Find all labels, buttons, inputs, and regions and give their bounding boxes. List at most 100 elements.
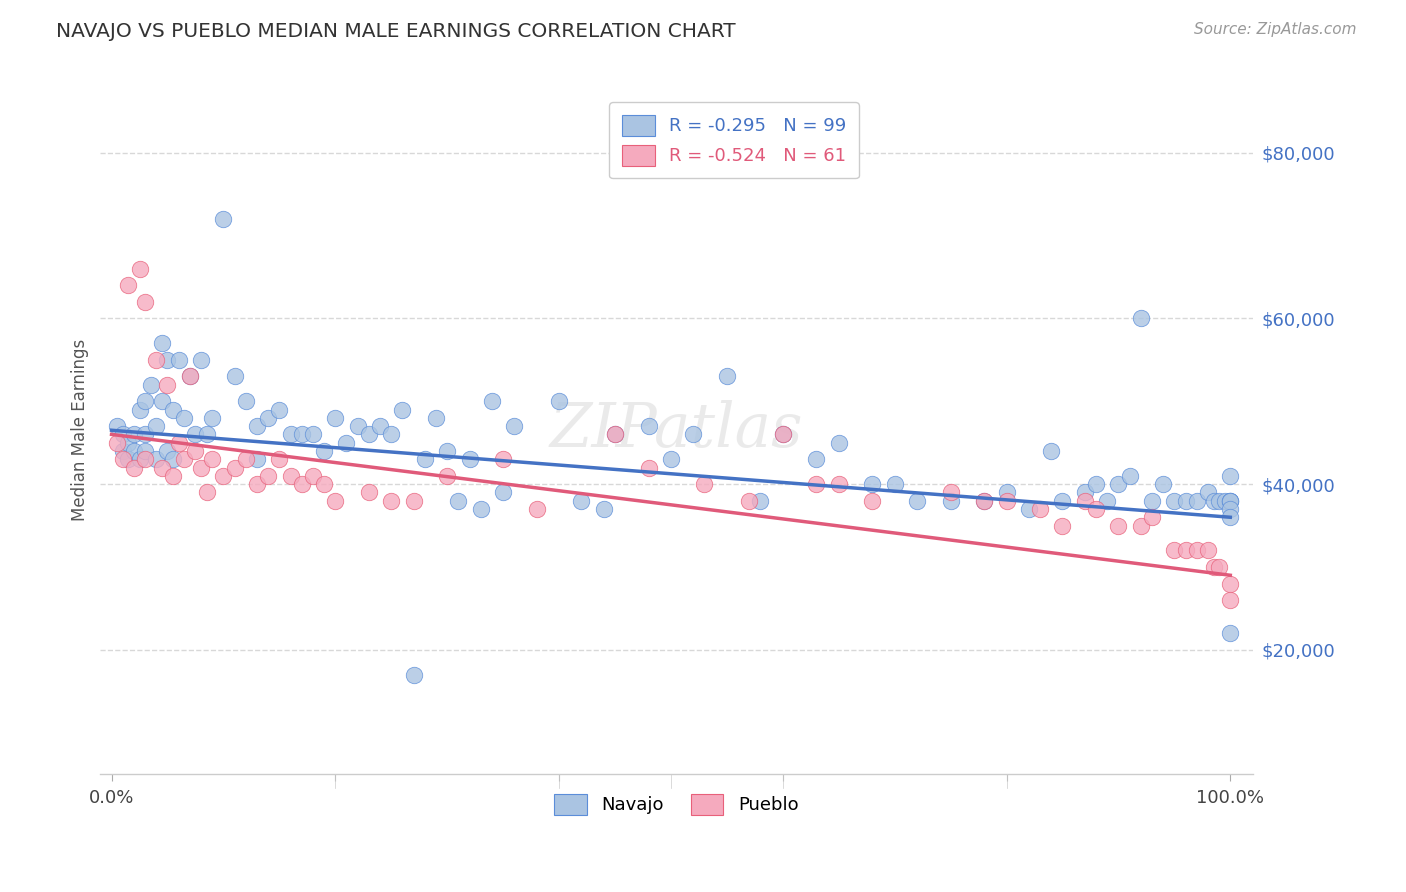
Point <box>380 493 402 508</box>
Point <box>111 444 134 458</box>
Point <box>716 369 738 384</box>
Point <box>195 427 218 442</box>
Point <box>806 477 828 491</box>
Point <box>995 485 1018 500</box>
Point <box>122 460 145 475</box>
Point <box>1018 502 1040 516</box>
Point <box>224 460 246 475</box>
Point <box>105 435 128 450</box>
Point <box>772 427 794 442</box>
Point <box>380 427 402 442</box>
Point <box>257 468 280 483</box>
Point <box>603 427 626 442</box>
Point <box>1140 493 1163 508</box>
Point <box>1085 477 1108 491</box>
Point <box>184 427 207 442</box>
Point <box>145 419 167 434</box>
Point <box>156 377 179 392</box>
Point <box>291 477 314 491</box>
Point <box>212 211 235 226</box>
Point <box>134 294 156 309</box>
Point <box>145 452 167 467</box>
Point <box>1202 493 1225 508</box>
Point <box>134 427 156 442</box>
Point <box>1219 593 1241 607</box>
Point <box>235 452 257 467</box>
Point <box>235 394 257 409</box>
Legend: Navajo, Pueblo: Navajo, Pueblo <box>546 785 807 823</box>
Point <box>860 477 883 491</box>
Point <box>571 493 593 508</box>
Point <box>1185 543 1208 558</box>
Point <box>122 444 145 458</box>
Point <box>1219 493 1241 508</box>
Point <box>201 410 224 425</box>
Point <box>828 435 851 450</box>
Point <box>1085 502 1108 516</box>
Point <box>162 452 184 467</box>
Point <box>659 452 682 467</box>
Point <box>1107 518 1129 533</box>
Point <box>162 468 184 483</box>
Point <box>481 394 503 409</box>
Point <box>323 410 346 425</box>
Point <box>939 493 962 508</box>
Point <box>973 493 995 508</box>
Point <box>603 427 626 442</box>
Point <box>269 402 291 417</box>
Point <box>179 369 201 384</box>
Point <box>749 493 772 508</box>
Point <box>1219 468 1241 483</box>
Point <box>128 261 150 276</box>
Point <box>413 452 436 467</box>
Point <box>314 444 336 458</box>
Point <box>162 402 184 417</box>
Point <box>139 377 162 392</box>
Point <box>117 452 139 467</box>
Point <box>682 427 704 442</box>
Point <box>637 419 659 434</box>
Point <box>436 444 458 458</box>
Point <box>190 460 212 475</box>
Point <box>111 452 134 467</box>
Point <box>335 435 357 450</box>
Point <box>1185 493 1208 508</box>
Point <box>246 477 269 491</box>
Point <box>156 352 179 367</box>
Text: NAVAJO VS PUEBLO MEDIAN MALE EARNINGS CORRELATION CHART: NAVAJO VS PUEBLO MEDIAN MALE EARNINGS CO… <box>56 22 735 41</box>
Point <box>195 485 218 500</box>
Point <box>173 410 195 425</box>
Point <box>212 468 235 483</box>
Point <box>436 468 458 483</box>
Point <box>693 477 716 491</box>
Point <box>772 427 794 442</box>
Point <box>1197 485 1219 500</box>
Point <box>190 352 212 367</box>
Point <box>1029 502 1052 516</box>
Point <box>150 460 173 475</box>
Point <box>1219 493 1241 508</box>
Point <box>357 485 380 500</box>
Point <box>111 427 134 442</box>
Point <box>402 667 425 681</box>
Point <box>145 352 167 367</box>
Point <box>134 452 156 467</box>
Point <box>492 452 515 467</box>
Point <box>828 477 851 491</box>
Point <box>269 452 291 467</box>
Point <box>548 394 571 409</box>
Point <box>128 402 150 417</box>
Point <box>156 444 179 458</box>
Point <box>1219 626 1241 640</box>
Point <box>128 452 150 467</box>
Point <box>1129 311 1152 326</box>
Point <box>503 419 526 434</box>
Point <box>1219 510 1241 524</box>
Point <box>806 452 828 467</box>
Point <box>105 419 128 434</box>
Point <box>1219 493 1241 508</box>
Point <box>323 493 346 508</box>
Point <box>1040 444 1063 458</box>
Point <box>1118 468 1140 483</box>
Point <box>117 435 139 450</box>
